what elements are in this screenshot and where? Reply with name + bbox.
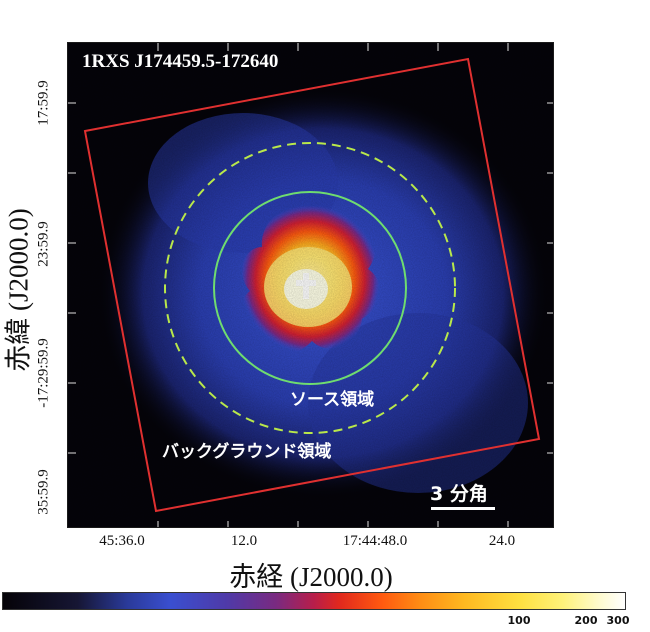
xray-image	[68, 43, 553, 527]
source-region-circle	[213, 191, 407, 385]
background-region-circle	[164, 142, 456, 434]
colorbar-tick-label: 200	[574, 614, 598, 627]
x-tick-label: 17:44:48.0	[342, 533, 408, 549]
source-region-label: ソース領域	[290, 390, 375, 410]
colorbar-tick-label: 100	[507, 614, 531, 627]
x-tick-label: 24.0	[488, 533, 516, 549]
xray-image-panel: 1RXS J174459.5-172640 ソース領域 バックグラウンド領域 3…	[67, 42, 554, 528]
scale-bar-label: 3 分角	[430, 483, 488, 505]
x-axis-title: 赤経 (J2000.0)	[229, 562, 393, 592]
x-tick-label: 45:36.0	[99, 533, 145, 549]
y-tick-label: 23:59.9	[35, 221, 52, 267]
field-of-view-outline	[83, 57, 541, 513]
target-name-label: 1RXS J174459.5-172640	[82, 51, 279, 72]
y-tick-label: -17:29:59.9	[35, 338, 52, 408]
colorbar	[2, 592, 626, 610]
background-region-label: バックグラウンド領域	[162, 442, 332, 462]
y-axis-title: 赤緯 (J2000.0)	[3, 208, 34, 372]
y-tick-label: 17:59.9	[35, 80, 52, 126]
scale-bar	[431, 507, 495, 510]
x-tick-label: 12.0	[230, 533, 258, 549]
y-tick-label: 35:59.9	[35, 469, 52, 515]
colorbar-tick-label: 300	[606, 614, 630, 627]
